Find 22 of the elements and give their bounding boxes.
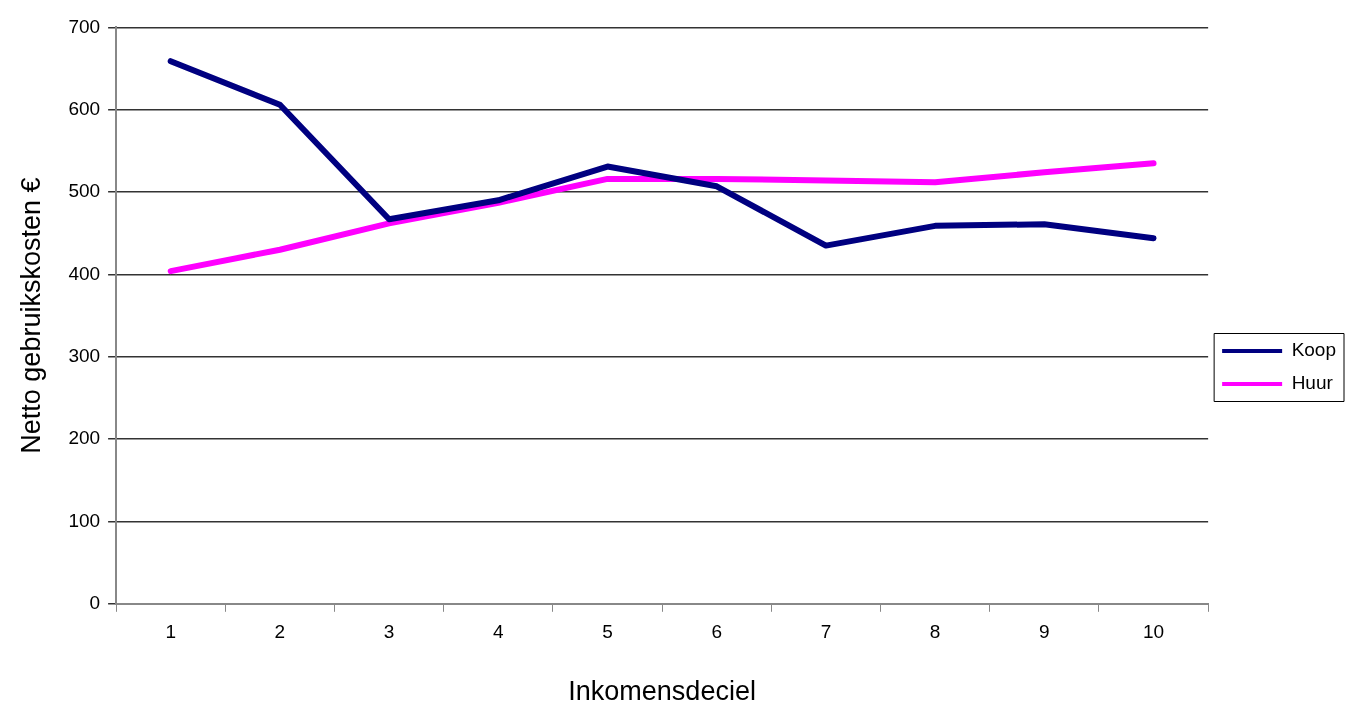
y-axis-title: Netto gebruikskosten € — [15, 177, 46, 454]
x-tick-label: 7 — [820, 621, 832, 643]
legend-label: Huur — [1291, 372, 1334, 394]
x-tick-label: 10 — [1142, 621, 1165, 643]
x-tick-label: 4 — [493, 621, 505, 643]
y-tick-label: 400 — [68, 262, 101, 284]
y-tick-label: 200 — [68, 427, 101, 449]
x-tick-label: 1 — [165, 621, 176, 643]
y-tick-label: 600 — [68, 97, 101, 119]
x-axis-title: Inkomensdeciel — [568, 676, 756, 707]
y-tick-label: 500 — [68, 180, 101, 202]
x-tick-label: 9 — [1039, 621, 1050, 643]
x-tick-label: 2 — [274, 621, 286, 643]
y-tick-label: 700 — [68, 15, 101, 37]
y-tick-label: 100 — [68, 509, 101, 531]
y-tick-label: 300 — [68, 345, 101, 367]
x-tick-label: 3 — [383, 621, 395, 643]
x-tick-label: 8 — [929, 621, 941, 643]
y-tick-label: 0 — [89, 592, 101, 614]
x-tick-label: 5 — [602, 621, 613, 643]
x-tick-label: 6 — [711, 621, 722, 643]
legend-label: Koop — [1291, 339, 1336, 361]
